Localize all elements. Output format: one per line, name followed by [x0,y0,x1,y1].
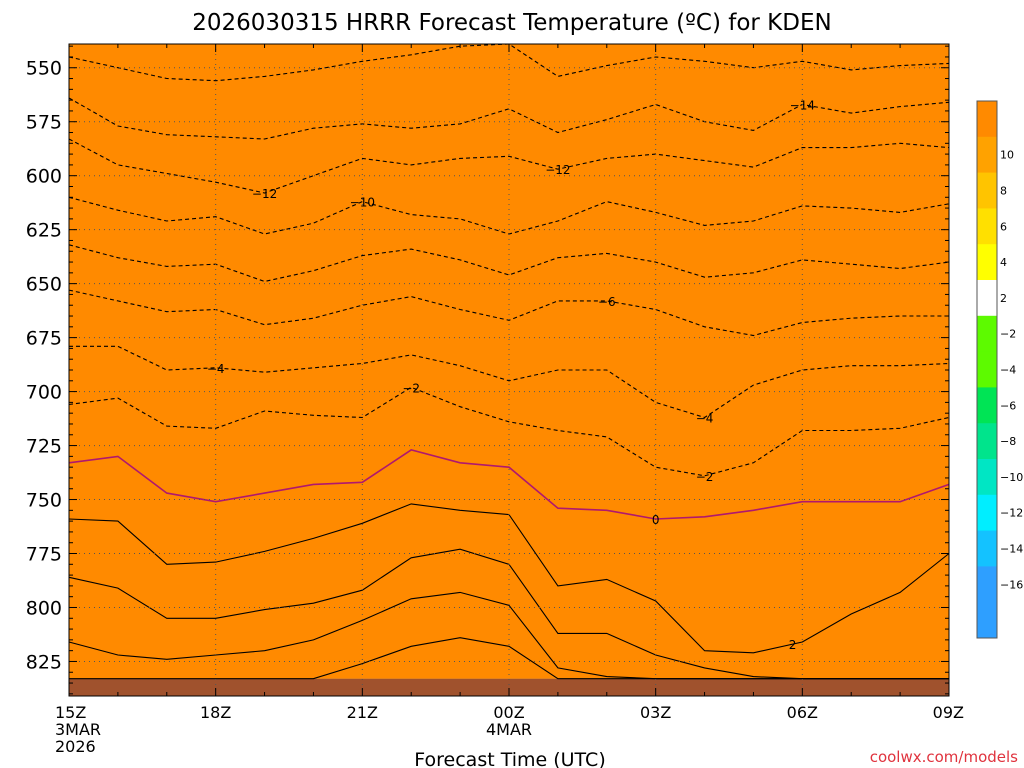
colorbar-label-m2: −2 [1000,328,1016,341]
plot-frame [68,43,950,697]
colorbar-bin [977,315,997,353]
y-tick-label-650: 650 [26,274,62,296]
contour-label-m10: −10 [350,196,375,210]
colorbar-bin [977,602,997,639]
colorbar-bin [977,423,997,460]
contour-line-0 [68,449,950,520]
x-tick-label-0-line0: 15Z [55,703,86,722]
colorbar-bin [977,101,997,138]
y-tick-label-825: 825 [26,651,62,673]
colorbar-bin [977,494,997,532]
contour-label-2: 2 [789,638,797,652]
colorbar-label-10: 10 [1000,149,1014,162]
x-tick-label-15-line0: 06Z [787,703,818,722]
colorbar-label-m6: −6 [1000,399,1016,412]
colorbar-bin [977,530,997,567]
contour-label-m2: −2 [402,381,420,395]
site-credit: coolwx.com/models [870,748,1018,766]
chart-title: 2026030315 HRRR Forecast Temperature (ºC… [192,10,831,36]
contour-line-8 [69,637,949,680]
colorbar-label-m8: −8 [1000,435,1016,448]
colorbar: 10 8 6 4 2 −2 −4 −6 −8 −10 −12 −14 −16 [976,100,1023,639]
y-tick-label-725: 725 [26,436,62,458]
y-tick-label-800: 800 [26,597,62,619]
colorbar-bin [977,387,997,424]
contour-label-m4-b: −4 [696,411,714,425]
colorbar-bin [977,351,997,388]
colorbar-label-m10: −10 [1000,471,1023,484]
x-tick-label-0-line2: 2026 [55,737,96,756]
y-tick-label-675: 675 [26,328,62,350]
contour-label-0: 0 [652,513,660,527]
x-tick-label-18-line0: 09Z [933,703,964,722]
x-tick-label-3-line0: 18Z [200,703,231,722]
contour-labels-layer: −14 −12 −12 −10 −6 −4 −4 −2 −2 0 2 [207,98,815,652]
y-tick-label-550: 550 [26,58,62,80]
y-tick-label-575: 575 [26,112,62,134]
colorbar-border [976,100,998,639]
contour-label-m2-b: −2 [696,470,714,484]
colorbar-bin [977,459,997,496]
colorbar-label-4: 4 [1000,256,1007,269]
colorbar-label-8: 8 [1000,185,1007,198]
x-tick-label-6-line0: 21Z [347,703,378,722]
contour-line-m12 [68,138,950,194]
x-tick-label-9-line0: 00Z [493,703,524,722]
fill-band-10-to-12 [69,44,949,679]
colorbar-label-2: 2 [1000,292,1007,305]
grid-layer [69,44,949,696]
contour-label-m4: −4 [207,362,225,376]
colorbar-label-m4: −4 [1000,364,1016,377]
colorbar-bin [977,244,997,281]
colorbar-bin [977,208,997,245]
contour-line-m4 [69,345,950,419]
ground-surface [69,678,949,696]
x-tick-label-0-line1: 3MAR [55,720,101,739]
contour-label-m14: −14 [790,98,815,112]
y-axis: 550 575 600 625 650 675 700 725 750 775 800 825 [26,58,62,674]
colorbar-bin [977,136,997,174]
y-tick-label-775: 775 [26,544,62,566]
colorbar-label-m16: −16 [1000,578,1023,591]
colorbar-label-m14: −14 [1000,543,1023,556]
colorbar-label-m12: −12 [1000,507,1023,520]
x-axis-title: Forecast Time (UTC) [414,749,605,768]
x-tick-label-12-line0: 03Z [640,703,671,722]
colorbar-bin [977,280,997,317]
contour-label-m12-b: −12 [545,163,570,177]
x-tick-label-9-line1: 4MAR [486,720,532,739]
colorbar-label-6: 6 [1000,220,1007,233]
colorbar-bin [977,566,997,603]
contour-label-m12: −12 [252,187,277,201]
y-tick-label-750: 750 [26,490,62,512]
y-tick-label-625: 625 [26,220,62,242]
y-tick-label-700: 700 [26,382,62,404]
y-tick-label-600: 600 [26,166,62,188]
contour-line-m2 [68,386,950,477]
ground-layer [69,678,949,696]
colorbar-bin [977,172,997,209]
contour-label-m6: −6 [598,295,616,309]
